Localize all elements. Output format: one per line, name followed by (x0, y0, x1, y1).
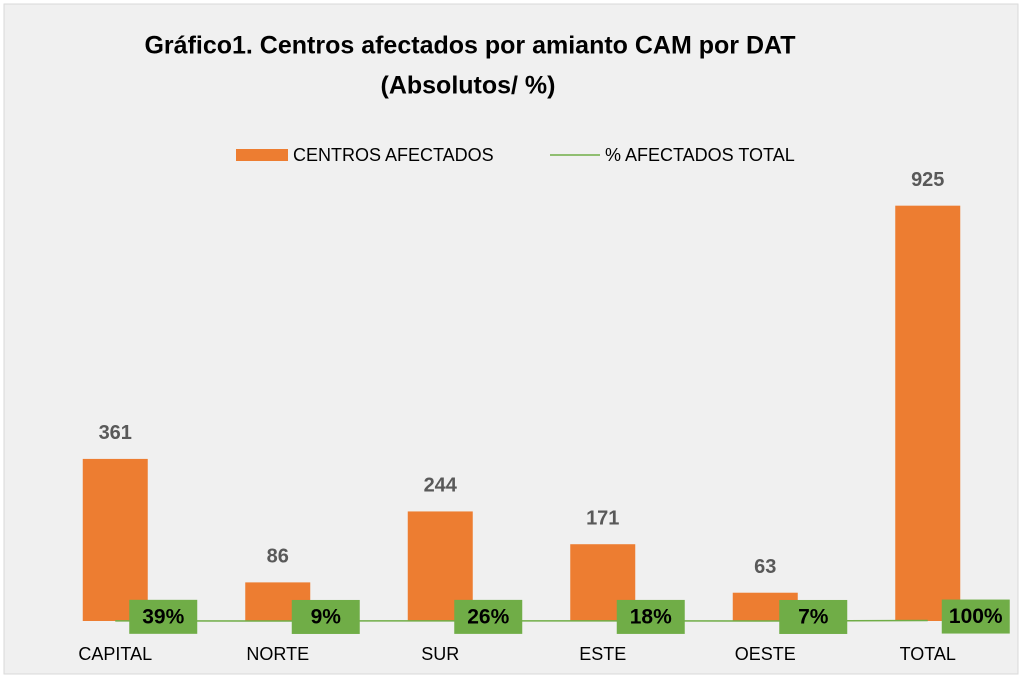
data-label: 171 (586, 508, 619, 530)
data-label: 86 (267, 546, 289, 568)
data-label: 18% (630, 605, 672, 628)
data-label: 925 (911, 169, 944, 191)
data-label: 9% (311, 606, 342, 629)
data-label: 100% (949, 605, 1003, 628)
x-tick-label: NORTE (246, 644, 309, 664)
chart-title: Gráfico1. Centros afectados por amianto … (144, 32, 795, 60)
data-label-box (616, 599, 685, 634)
data-label-box (129, 599, 198, 634)
legend-label: % AFECTADOS TOTAL (605, 145, 795, 165)
bar (82, 458, 148, 621)
data-label-box (941, 599, 1010, 634)
data-label-box (454, 599, 523, 634)
x-tick-label: SUR (421, 644, 459, 664)
x-tick-label: ESTE (579, 644, 626, 664)
legend-swatch (236, 149, 288, 161)
data-label: 63 (754, 556, 776, 578)
chart-background (3, 3, 1019, 675)
x-tick-label: OESTE (735, 644, 796, 664)
data-label: 244 (424, 475, 458, 497)
data-label: 26% (467, 605, 509, 628)
data-label-box (779, 599, 848, 634)
x-tick-label: TOTAL (900, 644, 956, 664)
data-label-box (291, 599, 360, 634)
data-label: 7% (798, 606, 829, 629)
data-label: 361 (99, 422, 132, 444)
x-tick-label: CAPITAL (78, 644, 152, 664)
legend-label: CENTROS AFECTADOS (293, 145, 494, 165)
data-label: 39% (142, 605, 184, 628)
chart-subtitle: (Absolutos/ %) (381, 72, 556, 100)
bar (895, 205, 961, 622)
